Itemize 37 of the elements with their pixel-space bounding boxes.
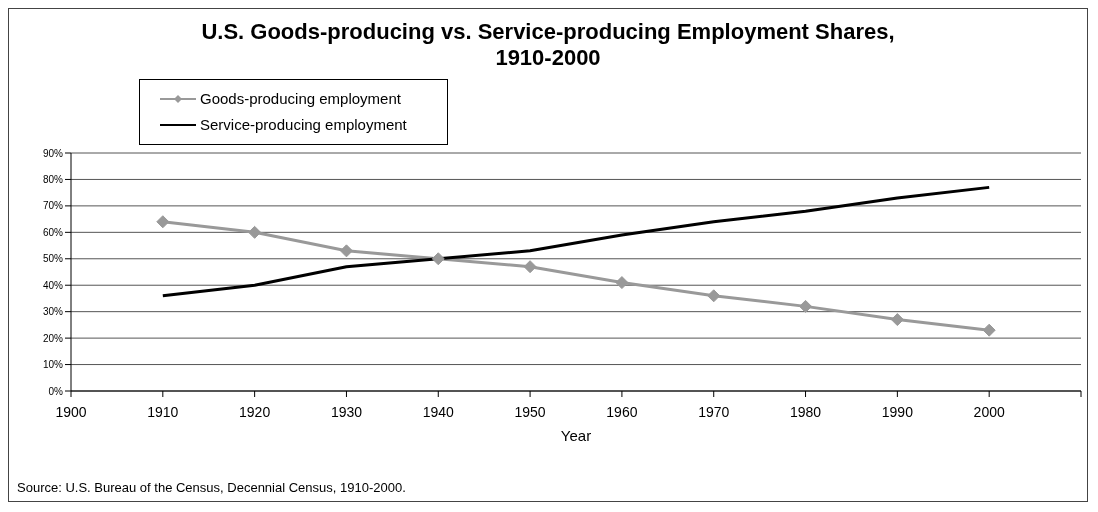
x-axis-title: Year <box>560 427 592 444</box>
x-tick-label: 2000 <box>973 403 1005 420</box>
x-tick-label: 1940 <box>422 403 455 420</box>
y-tick-label: 20% <box>42 332 64 344</box>
y-tick-label: 90% <box>42 147 64 159</box>
line-series <box>161 185 991 298</box>
point <box>248 225 262 239</box>
x-tick-label: 1920 <box>239 403 271 420</box>
x-tick-label: 1930 <box>330 403 363 420</box>
source-note: Source: U.S. Bureau of the Census, Decennial Census, 1910-2000. <box>17 480 406 495</box>
y-tick-label: 60% <box>42 226 64 238</box>
point <box>156 215 170 229</box>
legend-label: Service-producing employment <box>200 115 407 135</box>
point <box>982 323 996 337</box>
y-tick-label: 50% <box>42 253 64 265</box>
point <box>615 276 629 290</box>
x-tick-label: 1980 <box>789 403 822 420</box>
y-tick-label: 10% <box>42 359 64 371</box>
y-tick-label: 40% <box>42 279 64 291</box>
x-tick-label: 1950 <box>514 403 546 420</box>
chart-title: U.S. Goods-producing vs. Service-producing Employment Shares, 1910-2000 <box>200 19 896 71</box>
point <box>431 252 445 266</box>
point <box>890 313 904 327</box>
y-tick-label: 70% <box>42 200 64 212</box>
point <box>339 244 353 258</box>
x-tick-label: 1960 <box>606 403 638 420</box>
y-tick-label: 80% <box>42 173 64 185</box>
legend-label: Goods-producing employment <box>200 89 401 109</box>
point <box>523 260 537 274</box>
x-tick-label: 1900 <box>55 403 87 420</box>
x-tick-label: 1990 <box>881 403 914 420</box>
x-tick-label: 1970 <box>698 403 730 420</box>
x-tick-label: 1910 <box>147 403 179 420</box>
y-tick-label: 30% <box>42 306 64 318</box>
y-tick-label: 0% <box>48 385 64 397</box>
point <box>707 289 721 303</box>
point <box>799 299 813 313</box>
